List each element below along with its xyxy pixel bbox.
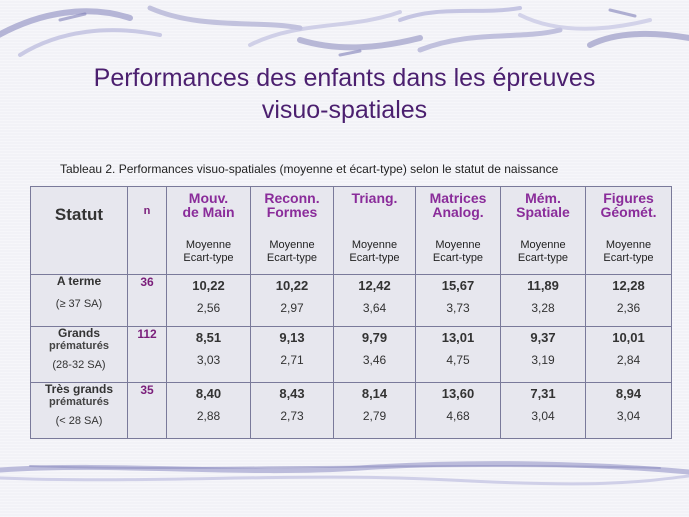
header-test: Mém. Spatiale Moyenne Ecart-type <box>500 186 586 275</box>
row-n: 112 <box>127 326 167 383</box>
slide-title-line1: Performances des enfants dans les épreuv… <box>93 64 596 92</box>
row-n: 35 <box>127 382 167 439</box>
value-cell: 12,28 2,36 <box>585 274 672 327</box>
performance-table: Statut n Mouv. de Main Moyenne Ecart-type … <box>30 186 672 439</box>
header-test: Reconn. Formes Moyenne Ecart-type <box>250 186 334 275</box>
table-caption: Tableau 2. Performances visuo-spatiales … <box>60 162 559 176</box>
table-row: A terme (≥ 37 SA) 36 10,22 2,56 10,22 2,97… <box>30 274 672 327</box>
row-label: Très grands prématurés (< 28 SA) <box>30 382 128 439</box>
value-cell: 9,37 3,19 <box>500 326 586 383</box>
decorative-footer-strokes <box>0 461 689 486</box>
value-cell: 11,89 3,28 <box>500 274 586 327</box>
value-cell: 7,31 3,04 <box>500 382 586 439</box>
header-test: Matrices Analog. Moyenne Ecart-type <box>415 186 501 275</box>
row-label: Grands prématurés (28-32 SA) <box>30 326 128 383</box>
decorative-header-strokes <box>0 5 689 57</box>
table-header-row: Statut n Mouv. de Main Moyenne Ecart-type … <box>30 186 672 275</box>
value-cell: 10,22 2,97 <box>250 274 334 327</box>
header-statut: Statut <box>30 186 128 275</box>
value-cell: 8,14 2,79 <box>333 382 416 439</box>
value-cell: 10,22 2,56 <box>166 274 251 327</box>
value-cell: 8,43 2,73 <box>250 382 334 439</box>
table-row: Très grands prématurés (< 28 SA) 35 8,40… <box>30 382 672 439</box>
header-test: Triang. Moyenne Ecart-type <box>333 186 416 275</box>
row-label: A terme (≥ 37 SA) <box>30 274 128 327</box>
value-cell: 10,01 2,84 <box>585 326 672 383</box>
slide-title-line2: visuo-spatiales <box>261 96 428 124</box>
value-cell: 15,67 3,73 <box>415 274 501 327</box>
row-n: 36 <box>127 274 167 327</box>
header-test: Mouv. de Main Moyenne Ecart-type <box>166 186 251 275</box>
value-cell: 8,94 3,04 <box>585 382 672 439</box>
table-row: Grands prématurés (28-32 SA) 112 8,51 3,0… <box>30 326 672 383</box>
value-cell: 8,51 3,03 <box>166 326 251 383</box>
value-cell: 13,60 4,68 <box>415 382 501 439</box>
slide-title: Performances des enfants dans les épreuv… <box>0 62 689 126</box>
header-n: n <box>127 186 167 275</box>
header-test: Figures Géomét. Moyenne Ecart-type <box>585 186 672 275</box>
value-cell: 9,79 3,46 <box>333 326 416 383</box>
value-cell: 12,42 3,64 <box>333 274 416 327</box>
value-cell: 13,01 4,75 <box>415 326 501 383</box>
value-cell: 9,13 2,71 <box>250 326 334 383</box>
value-cell: 8,40 2,88 <box>166 382 251 439</box>
